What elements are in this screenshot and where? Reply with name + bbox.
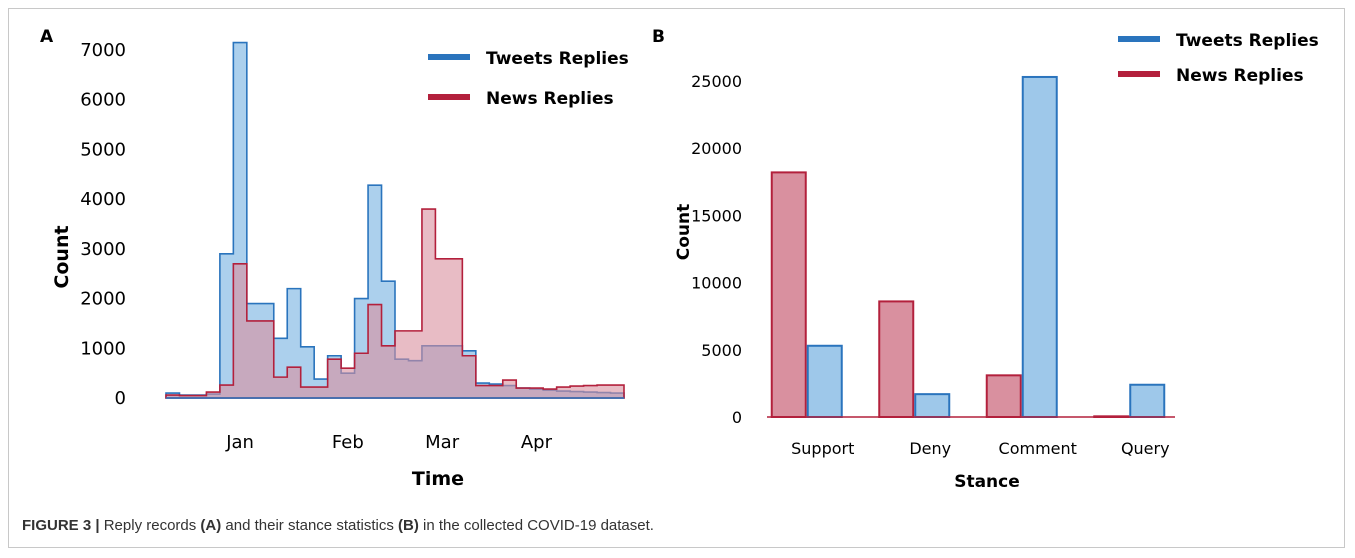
panel-a-chart: A 0 1000 2000 3000 4000 5000 6000 7000 Jan Feb Ma… [40, 27, 629, 490]
panel-b-bars [770, 75, 1166, 419]
panel-a-legend-label-tweets: Tweets Replies [486, 49, 629, 69]
caption-label-b: (B) [398, 517, 419, 534]
panel-a-series-news [165, 208, 625, 399]
panel-b-legend-label-tweets: Tweets Replies [1176, 31, 1319, 51]
panel-a-x-ticks: Jan Feb Mar Apr [225, 432, 552, 453]
panel-b-x-tick-label: Query [1121, 439, 1170, 458]
panel-b-x-tick-label: Support [791, 439, 854, 458]
panel-b-x-axis-label: Stance [954, 472, 1020, 492]
panel-a-legend-label-news: News Replies [486, 89, 614, 109]
panel-b-x-ticks: Support Deny Comment Query [791, 439, 1169, 458]
caption-text-2: and their stance statistics [221, 517, 398, 534]
panel-a-x-tick-label: Jan [225, 432, 254, 453]
panel-b-legend-label-news: News Replies [1176, 66, 1304, 86]
panel-b-bar-tweets [1129, 383, 1166, 418]
caption-figure-label: FIGURE 3 | [22, 517, 100, 534]
panel-b-x-tick-label: Deny [909, 439, 951, 458]
panel-a-x-tick-label: Apr [521, 432, 553, 453]
panel-b-y-tick-label: 25000 [691, 72, 742, 91]
panel-a-y-tick-label: 1000 [80, 338, 126, 359]
panel-b-legend: Tweets Replies News Replies [1118, 31, 1319, 86]
panel-b-x-tick-label: Comment [999, 439, 1077, 458]
panel-b-bar-news [770, 171, 807, 418]
panel-b-y-axis-label: Count [674, 204, 694, 261]
panel-b-y-tick-label: 10000 [691, 274, 742, 293]
panel-a-x-axis-label: Time [412, 468, 464, 490]
panel-b-label: B [652, 27, 665, 47]
figure-frame [8, 8, 1345, 548]
caption-text-3: in the collected COVID-19 dataset. [418, 517, 654, 534]
panel-a-y-tick-label: 0 [115, 388, 126, 409]
panel-a-series [165, 41, 625, 399]
panel-a-x-tick-label: Feb [332, 432, 364, 453]
panel-b-bar-tweets [1021, 75, 1058, 419]
panel-b-bar-news [878, 300, 915, 418]
panel-b-bar-news [985, 374, 1022, 418]
panel-a-x-tick-label: Mar [425, 432, 460, 453]
panel-b-bar-tweets [914, 393, 951, 419]
figure-caption: FIGURE 3 | Reply records (A) and their s… [22, 517, 654, 534]
panel-a-y-tick-label: 7000 [80, 40, 126, 61]
panel-a-label: A [40, 27, 54, 47]
panel-a-y-axis-label: Count [51, 225, 73, 288]
panel-a-y-tick-label: 2000 [80, 289, 126, 310]
panel-b-y-tick-label: 20000 [691, 139, 742, 158]
panel-b-y-ticks: 0 5000 10000 15000 20000 25000 [691, 72, 742, 427]
panel-a-y-tick-label: 5000 [80, 139, 126, 160]
panel-a-y-tick-label: 3000 [80, 239, 126, 260]
caption-text-1: Reply records [99, 517, 201, 534]
panel-a-y-tick-label: 6000 [80, 90, 126, 111]
panel-a-y-ticks: 0 1000 2000 3000 4000 5000 6000 7000 [80, 40, 126, 409]
panel-b-chart: B 0 5000 10000 15000 20000 25000 Support Deny C… [652, 27, 1319, 492]
panel-a-legend: Tweets Replies News Replies [428, 49, 629, 109]
panel-a-y-tick-label: 4000 [80, 189, 126, 210]
panel-b-y-tick-label: 5000 [701, 341, 742, 360]
panel-b-y-tick-label: 15000 [691, 206, 742, 225]
panel-b-bar-tweets [806, 344, 843, 419]
caption-label-a: (A) [200, 517, 222, 534]
panel-b-y-tick-label: 0 [732, 408, 742, 427]
